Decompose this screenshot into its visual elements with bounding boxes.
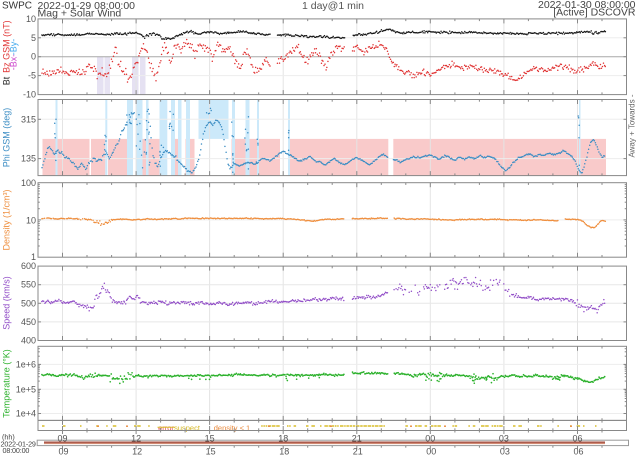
svg-text:-5: -5: [28, 71, 36, 81]
svg-text:1e+6: 1e+6: [16, 359, 36, 369]
svg-text:SWPC: SWPC: [2, 1, 32, 12]
svg-text:2022-01-29 08:00:00: 2022-01-29 08:00:00: [38, 0, 136, 12]
svg-text:-Bx-: -Bx-: [9, 54, 19, 71]
svg-text:Phi GSM (deg): Phi GSM (deg): [2, 108, 12, 168]
svg-text:Density (1/cm³): Density (1/cm³): [2, 189, 12, 250]
svg-text:06: 06: [572, 434, 582, 444]
svg-text:1: 1: [31, 252, 36, 262]
svg-text:600: 600: [21, 261, 36, 271]
svg-text:[Active] DSCOVR: [Active] DSCOVR: [553, 7, 636, 19]
svg-text:21: 21: [352, 434, 362, 444]
svg-text:315: 315: [21, 114, 36, 124]
svg-text:2022-01-29: 2022-01-29: [1, 439, 36, 448]
svg-text:03: 03: [499, 434, 509, 444]
svg-text:15: 15: [206, 447, 216, 455]
svg-text:500: 500: [21, 298, 36, 308]
svg-text:21: 21: [353, 447, 363, 455]
svg-text:18: 18: [279, 447, 289, 455]
svg-text:15: 15: [205, 434, 215, 444]
svg-text:-By-: -By-: [9, 39, 19, 56]
svg-text:09: 09: [58, 447, 68, 455]
svg-text:(hh): (hh): [2, 433, 15, 442]
svg-text:06: 06: [573, 447, 583, 455]
svg-text:00: 00: [426, 447, 436, 455]
svg-text:1 day@1 min: 1 day@1 min: [302, 0, 364, 12]
svg-text:suspect: suspect: [174, 424, 201, 433]
svg-text:400: 400: [21, 335, 36, 345]
svg-text:00: 00: [425, 434, 435, 444]
svg-text:1e+4: 1e+4: [16, 409, 36, 419]
svg-text:100: 100: [21, 178, 36, 188]
svg-text:Speed (km/s): Speed (km/s): [2, 276, 12, 330]
svg-text:08:00:00: 08:00:00: [3, 446, 30, 455]
svg-text:density < 1: density < 1: [214, 424, 250, 433]
svg-text:18: 18: [278, 434, 288, 444]
svg-text:12: 12: [131, 434, 141, 444]
svg-text:Temperature (°K): Temperature (°K): [2, 349, 12, 418]
svg-text:2022-01-30 08:00:00: 2022-01-30 08:00:00: [538, 0, 636, 11]
svg-text:450: 450: [21, 317, 36, 327]
svg-text:error: error: [158, 424, 174, 433]
svg-text:550: 550: [21, 280, 36, 290]
svg-text:-10: -10: [23, 90, 36, 100]
svg-text:0: 0: [31, 52, 36, 62]
svg-text:Away + Towards -: Away + Towards -: [628, 94, 637, 157]
svg-text:09: 09: [57, 434, 67, 444]
svg-text:Mag + Solar Wind: Mag + Solar Wind: [38, 8, 122, 20]
svg-text:1e+5: 1e+5: [16, 384, 36, 394]
svg-text:12: 12: [132, 447, 142, 455]
svg-text:03: 03: [500, 447, 510, 455]
svg-text:5: 5: [31, 33, 36, 43]
svg-text:10: 10: [26, 14, 36, 24]
svg-text:Bt: Bt: [2, 76, 12, 85]
svg-text:10: 10: [26, 215, 36, 225]
svg-text:Bz GSM (nT): Bz GSM (nT): [2, 20, 12, 73]
svg-text:135: 135: [21, 154, 36, 164]
